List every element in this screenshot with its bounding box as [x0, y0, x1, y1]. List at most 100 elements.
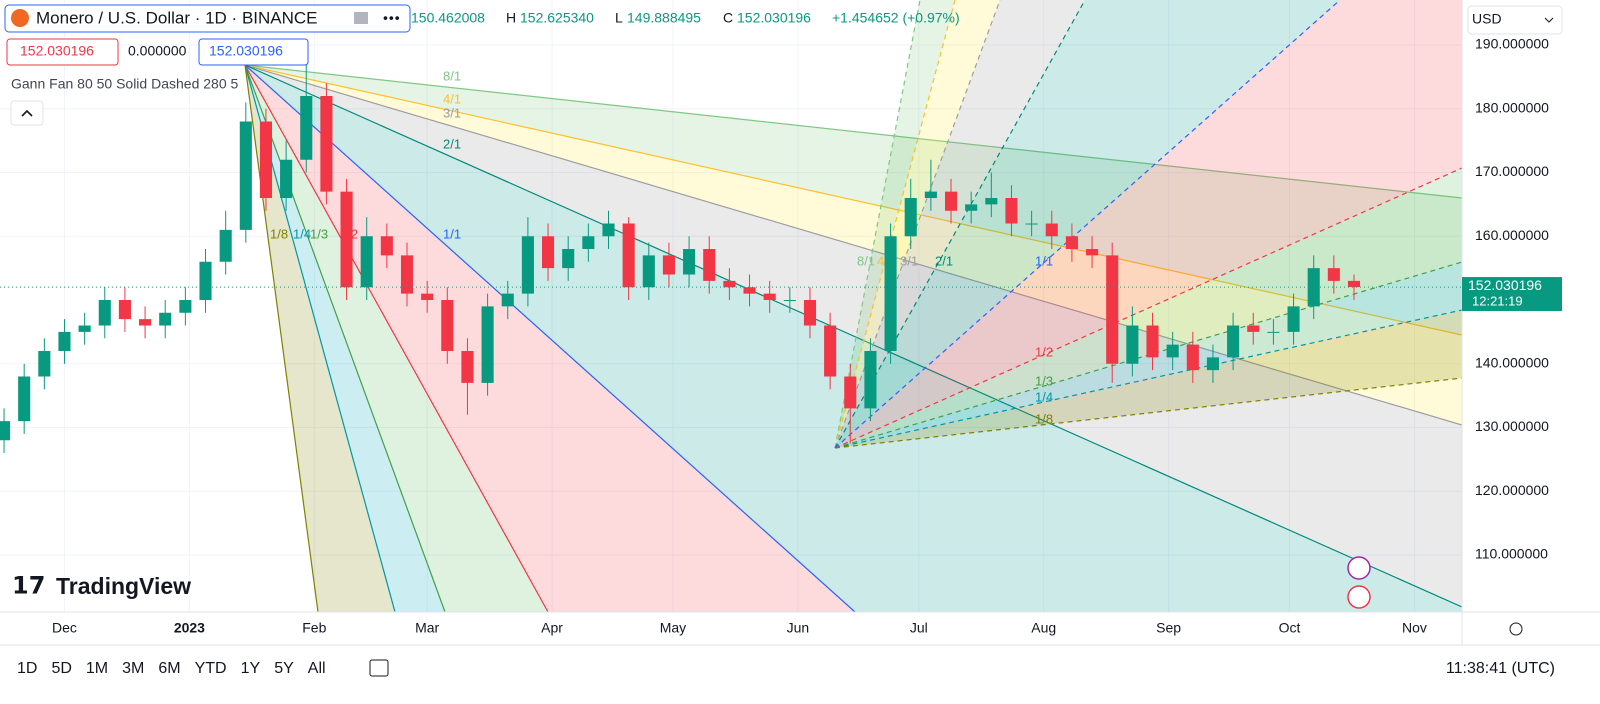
- event-icon[interactable]: [1347, 585, 1371, 609]
- input-value[interactable]: 0.000000: [128, 43, 187, 59]
- candle-body: [562, 249, 575, 269]
- fan-label: 1/8: [270, 226, 288, 241]
- input-box[interactable]: [198, 38, 309, 66]
- range-button[interactable]: 1D: [17, 660, 37, 677]
- x-tick-label: Dec: [52, 620, 77, 636]
- candle-body: [38, 351, 51, 377]
- candle-body: [0, 421, 11, 441]
- candle-body: [1247, 325, 1260, 332]
- range-button[interactable]: 5Y: [274, 660, 294, 677]
- range-button[interactable]: 3M: [122, 660, 144, 677]
- candle-body: [642, 255, 655, 288]
- candle-body: [1287, 306, 1300, 332]
- fan-label: 1/4: [293, 226, 311, 241]
- fan-line: [834, 0, 1086, 449]
- candle-body: [300, 96, 313, 160]
- settings-icon[interactable]: [1509, 622, 1523, 636]
- tv-glyph: 𝟭𝟳: [12, 572, 45, 599]
- candle-body: [965, 204, 978, 211]
- y-tick-label: 110.000000: [1475, 546, 1548, 562]
- more-icon[interactable]: •••: [383, 10, 401, 26]
- open-value: 150.462008: [411, 10, 485, 26]
- candle-body: [683, 249, 696, 275]
- fan-line: [244, 64, 1462, 608]
- candle-body: [18, 376, 31, 422]
- input-box[interactable]: [6, 38, 119, 66]
- candle-body: [78, 325, 91, 332]
- candle-body: [864, 351, 877, 409]
- input-value[interactable]: 152.030196: [20, 43, 94, 59]
- fan-line: [244, 64, 856, 612]
- close-label: C: [723, 10, 733, 26]
- fan-label: 8/1: [443, 68, 461, 83]
- candle-body: [421, 293, 434, 301]
- fan-line: [834, 377, 1462, 449]
- fan-label: 2/1: [443, 136, 461, 151]
- x-tick-label: Apr: [541, 620, 563, 636]
- fan-line: [244, 64, 319, 612]
- candle-body: [924, 191, 937, 199]
- range-button[interactable]: 1M: [86, 660, 108, 677]
- candle-body: [199, 261, 212, 301]
- range-button[interactable]: 1Y: [241, 660, 261, 677]
- range-button[interactable]: 6M: [158, 660, 180, 677]
- range-button[interactable]: 5D: [51, 660, 71, 677]
- currency-select[interactable]: [1467, 5, 1563, 35]
- logo: TradingView: [56, 573, 191, 599]
- candle-body: [723, 280, 736, 288]
- indicator-legend: Gann Fan 80 50 Solid Dashed 280 5: [11, 76, 238, 92]
- range-toolbar: 1D 5D 1M 3M 6M YTD 1Y 5Y All: [17, 660, 326, 677]
- candle-body: [340, 191, 353, 288]
- fan-line: [244, 64, 549, 612]
- candle-body: [1065, 236, 1078, 250]
- candle-body: [884, 236, 897, 352]
- candle-body: [763, 293, 776, 301]
- candle-body: [1045, 223, 1058, 237]
- candle-body: [320, 96, 333, 192]
- collapse-icon: [21, 109, 33, 117]
- candle-body: [461, 351, 474, 383]
- currency-label[interactable]: USD: [1472, 11, 1502, 27]
- symbol-title: Monero / U.S. Dollar · 1D · BINANCE: [36, 8, 318, 27]
- fan-line: [244, 64, 1462, 336]
- fan-line: [244, 64, 1462, 426]
- goto-date-icon[interactable]: [369, 659, 389, 677]
- fan-label: 1/1: [1035, 253, 1053, 268]
- candle-body: [582, 236, 595, 250]
- symbol-box[interactable]: [4, 4, 411, 33]
- x-tick-label: Sep: [1156, 620, 1181, 636]
- candle-body: [1347, 280, 1361, 288]
- input-value[interactable]: 152.030196: [209, 43, 283, 59]
- range-button[interactable]: YTD: [195, 660, 227, 677]
- clock: 11:38:41 (UTC): [1446, 660, 1555, 677]
- change-value: +1.454652 (+0.97%): [832, 10, 960, 26]
- candle-body: [1327, 268, 1340, 281]
- range-button[interactable]: All: [308, 660, 326, 677]
- candle-body: [844, 376, 857, 409]
- price-tag-countdown: 12:21:19: [1472, 294, 1523, 309]
- collapse-button[interactable]: [10, 100, 44, 126]
- candle-body: [521, 236, 534, 294]
- y-tick-label: 160.000000: [1475, 227, 1549, 243]
- candle-body: [259, 121, 273, 199]
- fan-label: 2/1: [935, 253, 953, 268]
- fan-line: [834, 309, 1462, 449]
- candle-body: [985, 198, 998, 205]
- candle-body: [1267, 331, 1280, 333]
- coin-icon: [11, 9, 29, 27]
- candle-body: [1227, 325, 1240, 358]
- event-icon[interactable]: [1347, 556, 1371, 580]
- x-tick-label: Jul: [910, 620, 928, 636]
- fan-line: [834, 0, 1001, 449]
- price-tag: [1462, 277, 1562, 312]
- fan-line: [834, 0, 1341, 449]
- candle-body: [1005, 198, 1018, 224]
- axes: 190.000000 180.000000 170.000000 160.000000…: [52, 36, 1562, 636]
- fan-line: [834, 167, 1462, 449]
- fan-line: [834, 0, 921, 449]
- x-tick-label: Nov: [1402, 620, 1427, 636]
- fan-line: [244, 64, 1462, 199]
- candle-body: [179, 300, 192, 313]
- x-tick-label: Aug: [1031, 620, 1056, 636]
